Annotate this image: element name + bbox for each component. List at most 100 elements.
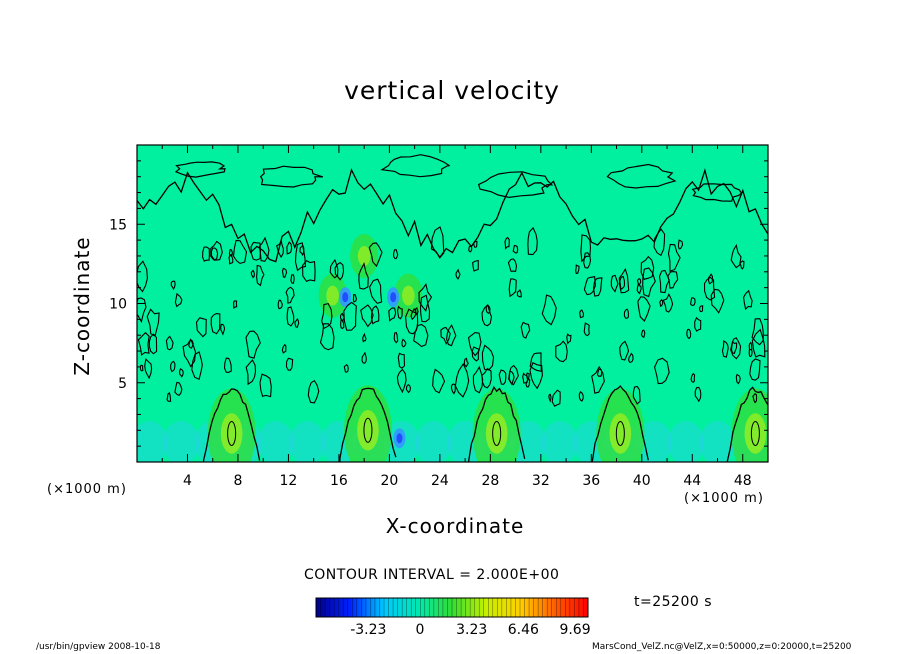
updraft-core xyxy=(326,285,339,306)
contour-line xyxy=(405,384,412,394)
contour-line xyxy=(343,301,357,331)
x-unit-label-left: (×1000 m) xyxy=(47,482,127,497)
low-level-band xyxy=(163,420,200,462)
contour-line xyxy=(677,239,684,250)
contour-line xyxy=(223,357,232,373)
contour-line xyxy=(210,240,223,261)
contour-line xyxy=(165,335,174,351)
contour-line xyxy=(294,317,300,328)
contour-line xyxy=(690,297,696,306)
low-level-band xyxy=(636,420,673,462)
contour-line xyxy=(432,368,446,394)
contour-line xyxy=(580,234,592,263)
contour-line xyxy=(250,241,262,261)
contour-line xyxy=(485,304,491,315)
contour-line xyxy=(730,243,742,269)
contour-line xyxy=(202,246,210,262)
contour-line xyxy=(637,296,651,322)
contour-line xyxy=(410,307,417,321)
contour-line xyxy=(188,339,194,349)
x-tick-label: 36 xyxy=(582,473,600,489)
contour-line xyxy=(583,252,592,269)
contour-line xyxy=(319,323,335,351)
contour-line xyxy=(472,259,479,272)
contour-line xyxy=(137,168,768,263)
y-tick-label: 15 xyxy=(109,217,127,233)
updraft-inner-contour xyxy=(750,420,760,446)
contour-line xyxy=(471,346,480,362)
colorbar-tick-label: 9.69 xyxy=(559,622,590,638)
contour-line xyxy=(529,352,542,372)
contour-line xyxy=(579,309,585,319)
updraft-contour xyxy=(726,386,768,462)
contour-line xyxy=(405,308,419,335)
contour-line xyxy=(174,292,183,308)
x-tick-label: 8 xyxy=(233,473,242,489)
contour-line xyxy=(708,273,713,285)
x-tick-label: 16 xyxy=(330,473,348,489)
contour-line xyxy=(686,328,692,340)
contour-line xyxy=(694,386,702,403)
contour-line xyxy=(527,226,538,256)
updraft-inner-contour xyxy=(492,420,502,446)
x-tick-label: 4 xyxy=(183,473,192,489)
contour-line xyxy=(455,268,461,280)
contour-line xyxy=(362,332,367,343)
contour-line xyxy=(307,379,320,404)
contour-line xyxy=(667,243,681,272)
contour-line xyxy=(137,331,150,356)
x-tick-label: 12 xyxy=(280,473,298,489)
contour-line xyxy=(504,236,510,250)
updraft-core xyxy=(357,246,371,266)
contour-line xyxy=(619,340,630,361)
low-level-band xyxy=(257,420,294,462)
contour-line xyxy=(450,383,456,395)
contour-line xyxy=(137,297,147,324)
contour-line xyxy=(182,338,197,368)
contour-line xyxy=(277,299,283,310)
contour-line xyxy=(752,393,758,404)
contour-line xyxy=(662,293,674,313)
contour-line xyxy=(233,300,238,310)
contour-line xyxy=(522,372,529,384)
contour-line xyxy=(393,331,399,344)
contour-line xyxy=(749,358,761,381)
contour-line xyxy=(699,305,704,313)
contour-line xyxy=(334,261,345,281)
downdraft-core xyxy=(390,292,397,303)
x-tick-label: 24 xyxy=(431,473,449,489)
contour-line xyxy=(632,385,641,405)
contour-line xyxy=(259,165,324,188)
colorbar-tick-label: 0 xyxy=(416,622,425,638)
contour-line xyxy=(139,364,144,372)
low-level-band xyxy=(415,420,452,462)
contour-line xyxy=(228,249,233,257)
contour-line xyxy=(498,369,507,385)
contour-line xyxy=(290,274,295,285)
low-level-band xyxy=(541,420,578,462)
x-tick-label: 20 xyxy=(380,473,398,489)
contour-line xyxy=(583,322,590,337)
contour-line xyxy=(548,393,552,403)
contour-line xyxy=(446,324,457,347)
contour-line xyxy=(170,360,176,373)
contour-line xyxy=(690,372,696,384)
contour-line xyxy=(369,278,383,305)
contour-line xyxy=(179,368,184,378)
contour-line xyxy=(575,264,580,274)
contour-line xyxy=(393,249,399,260)
contour-line xyxy=(286,241,293,255)
footer-program-date: /usr/bin/gpview 2008-10-18 xyxy=(36,642,161,652)
contour-line xyxy=(551,389,561,407)
contour-line xyxy=(170,280,176,291)
contour-line xyxy=(751,318,764,346)
updraft-contour xyxy=(339,387,397,462)
footer-data-source: MarsCond_VelZ.nc@VelZ,x=0:50000,z=0:2000… xyxy=(592,642,852,652)
contour-line xyxy=(481,344,495,371)
contour-line xyxy=(739,260,745,270)
contour-line xyxy=(454,362,470,398)
contour-line xyxy=(174,381,183,396)
contour-line xyxy=(592,277,603,297)
y-axis-label: Z-coordinate xyxy=(70,236,94,376)
